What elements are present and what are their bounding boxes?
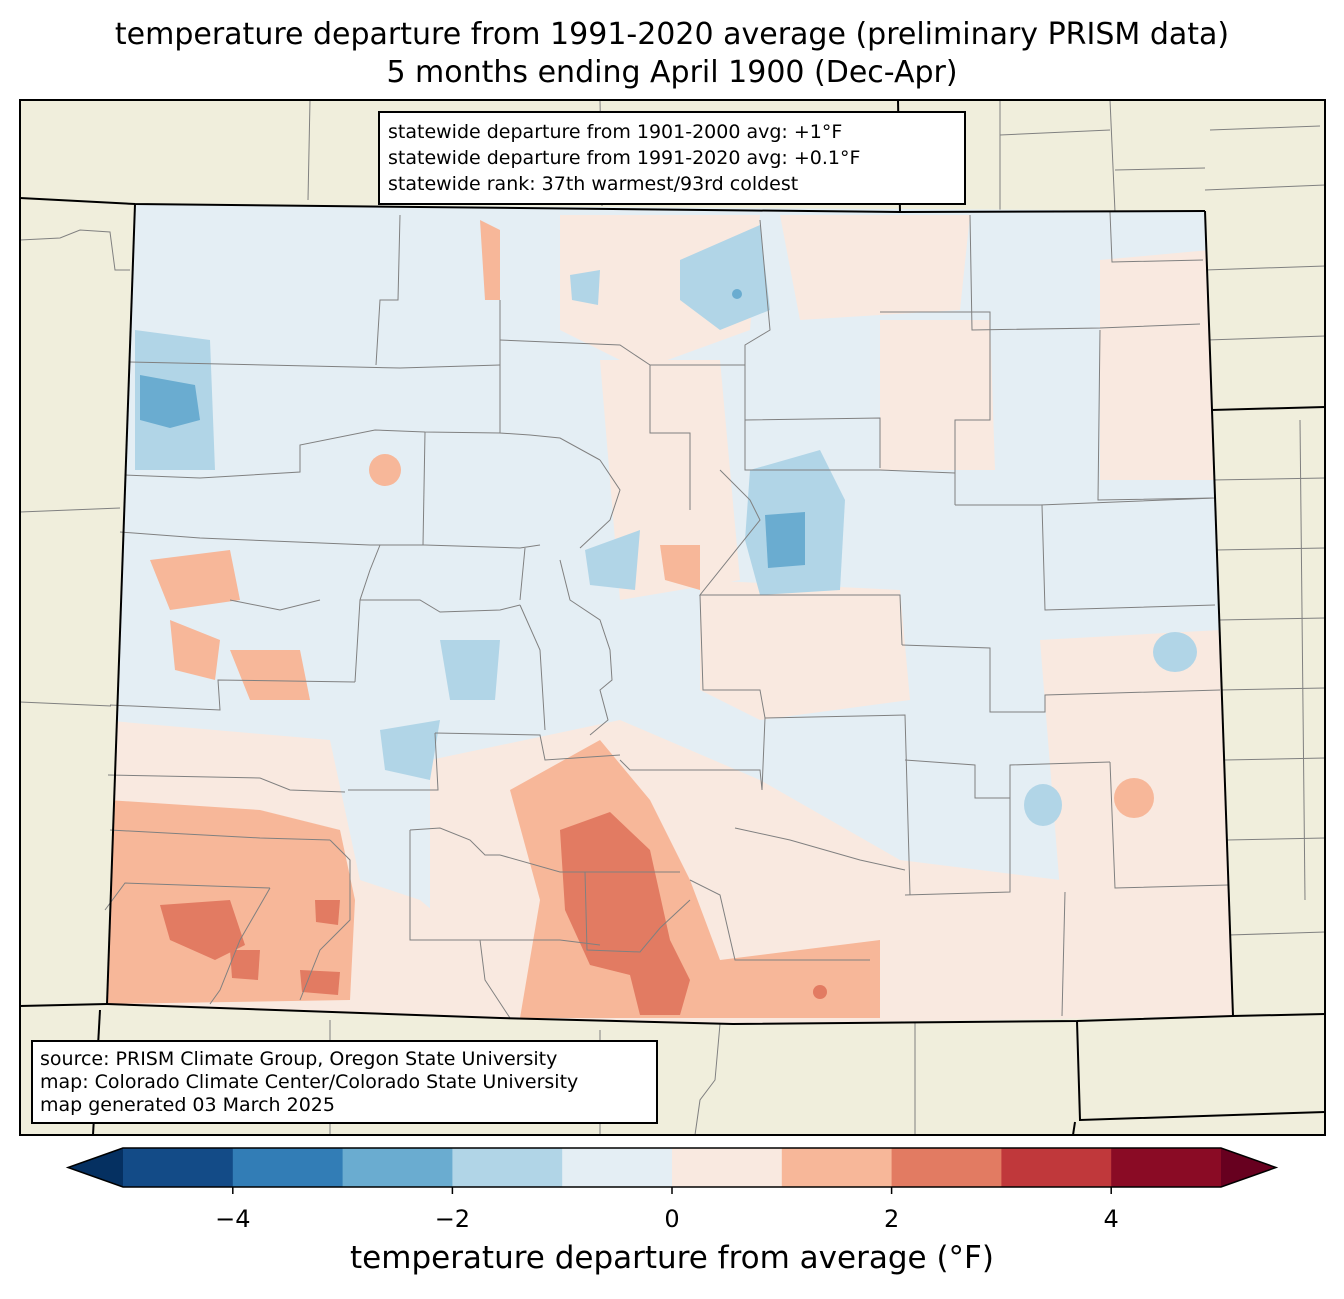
warm-zone-east [1100,250,1215,480]
warm-1-2-central-spot [369,454,401,486]
colorbar-bin [342,1148,453,1187]
colorbar [65,1147,1279,1194]
warm-2-3-southwest-b [300,970,340,995]
cool-1-2-central-b [585,530,640,590]
colorbar-extend-low [68,1148,123,1187]
cool-1-2-north [680,225,770,330]
warm-2-3-southwest-a [160,900,245,960]
colorbar-tick-label: 0 [664,1205,680,1233]
colorbar-bin [452,1148,563,1187]
colorbar-tick-label: 2 [883,1205,900,1233]
colorbar-bin [1111,1148,1222,1187]
cool-2-3-front-range [765,512,805,568]
warm-1-2-west-b [170,620,220,680]
warm-1-2-north-ridge [480,220,500,300]
colorbar-bin [123,1148,234,1187]
colorbar-tick-label: −2 [434,1205,471,1233]
cool-1-2-mountains [440,640,500,700]
cool-1-2-east-a [1153,632,1197,672]
warm-zone-east-central [880,320,995,470]
map-frame [19,99,1326,1136]
colorbar-outline [65,1147,1279,1188]
warm-1-2-west [150,550,240,610]
cool-1-2-north-b [570,270,600,305]
stat-rank: statewide rank: 37th warmest/93rd coldes… [388,173,799,195]
warm-2-3-southwest-d [315,900,340,925]
colorbar-bin [781,1148,893,1187]
colorbar-tick-label: −4 [215,1205,251,1233]
source-line: source: PRISM Climate Group, Oregon Stat… [40,1048,558,1070]
map-credit-line: map: Colorado Climate Center/Colorado St… [40,1071,579,1093]
warm-1-2-east-spot [1114,778,1154,818]
colorbar-bin [1001,1148,1112,1187]
cool-1-2-east-b [1024,784,1062,826]
generated-date-line: map generated 03 March 2025 [40,1094,335,1116]
colorbar-bin [672,1148,783,1187]
cool-2-3-northwest [140,375,200,428]
warm-zone-central [700,580,910,720]
map-title-line2: 5 months ending April 1900 (Dec-Apr) [386,55,958,90]
county-lines [104,211,1229,1019]
stat-departure-1901-2000: statewide departure from 1901-2000 avg: … [388,121,843,143]
colorbar-bin [232,1148,344,1187]
warm-2-3-spot [813,985,827,999]
departure-field [107,204,1233,1024]
warm-2-3-southwest-c [230,950,260,980]
colorbar-bin [891,1148,1002,1187]
warm-2-3-valley [560,812,690,1015]
colorbar-tick-label: 4 [1103,1205,1119,1233]
statewide-stats-box: statewide departure from 1901-2000 avg: … [378,111,966,205]
map-title-line1: temperature departure from 1991-2020 ave… [114,17,1230,52]
warm-1-2-southwest [107,800,355,1004]
colorbar-title: temperature departure from average (°F) [350,1240,994,1276]
warm-zone-northeast [780,215,970,320]
warm-1-2-west-c [230,650,310,700]
warm-zone-southeast [1040,630,1230,890]
colorbar-bin [562,1148,673,1187]
stat-departure-1991-2020: statewide departure from 1991-2020 avg: … [388,147,861,169]
cool-2-3-north-spot [732,289,742,299]
cool-1-2-central [380,720,440,780]
colorbar-extend-high [1221,1148,1276,1187]
warm-1-2-mid [660,545,700,590]
source-box: source: PRISM Climate Group, Oregon Stat… [31,1040,658,1124]
